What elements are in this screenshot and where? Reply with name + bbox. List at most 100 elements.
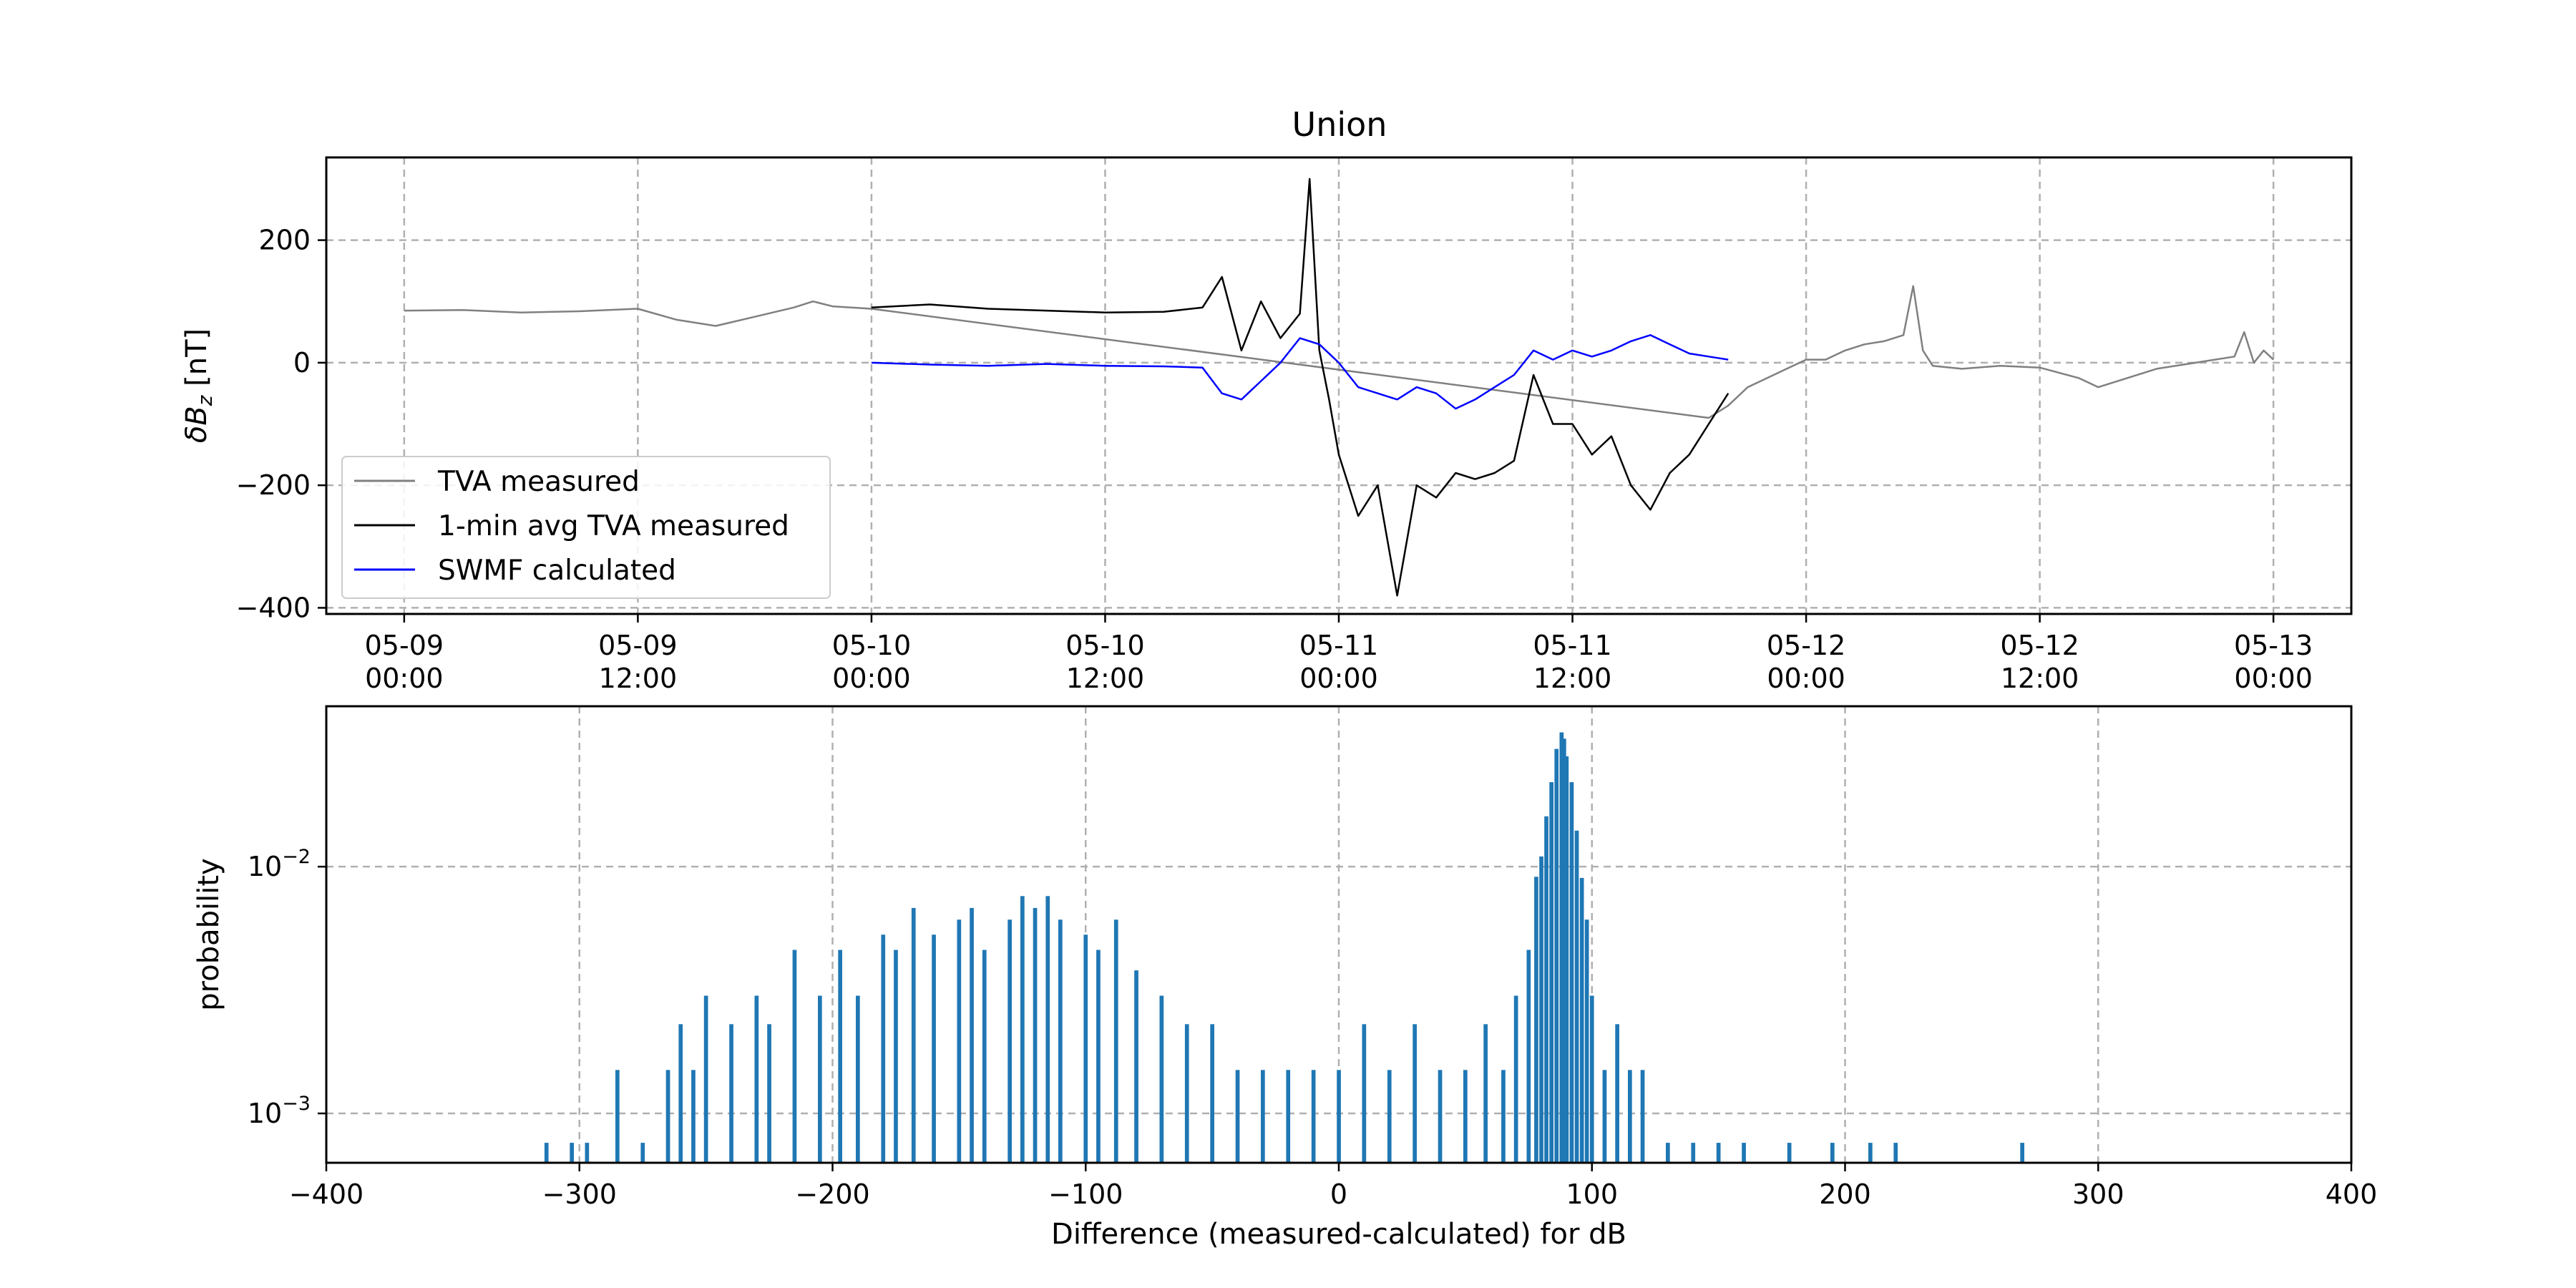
histogram-bar <box>1362 1024 1367 1163</box>
series-line-swmf-calculated <box>871 334 1729 410</box>
time-series-lines <box>404 177 2275 597</box>
y-tick-base: 10 <box>248 1098 282 1129</box>
x-tick-label: −300 <box>542 1179 617 1210</box>
histogram-bar <box>1589 995 1594 1163</box>
histogram-bar <box>1235 1070 1240 1163</box>
histogram-bar <box>838 950 842 1163</box>
x-tick-label-time: 00:00 <box>2234 663 2313 694</box>
histogram-x-ticks: −400 −300 −200 −100 0 100 200 300 400 <box>289 1163 2377 1210</box>
legend: TVA measured 1-min avg TVA measured SWMF… <box>341 456 831 599</box>
histogram-bar <box>729 1024 733 1163</box>
y-tick-exponent: −2 <box>282 846 311 868</box>
time-series-panel: Union 05-0900:0005-0912:0005-1000:0005-1… <box>180 105 2353 694</box>
histogram-bar <box>2020 1143 2024 1163</box>
histogram-bar <box>1564 756 1569 1163</box>
histogram-bar <box>970 907 974 1163</box>
histogram-bar <box>1742 1143 1746 1163</box>
histogram-bar <box>1868 1143 1873 1163</box>
series-line-1min-avg <box>871 177 1729 597</box>
histogram-bar <box>1513 995 1518 1163</box>
histogram-bar <box>1463 1070 1468 1163</box>
y-label-subscript: z <box>193 394 217 406</box>
x-tick-label: −200 <box>795 1179 869 1210</box>
histogram-bar <box>1337 1070 1341 1163</box>
y-tick-label: 0 <box>293 347 311 379</box>
x-tick-label-time: 12:00 <box>1066 663 1145 694</box>
histogram-bar <box>1311 1070 1316 1163</box>
x-tick-label: 300 <box>2072 1179 2124 1210</box>
histogram-y-axis-label: probability <box>192 858 225 1010</box>
histogram-bar <box>1562 738 1566 1163</box>
histogram-bar <box>1210 1024 1214 1163</box>
histogram-bar <box>754 995 759 1163</box>
histogram-bar <box>1526 950 1531 1163</box>
histogram-bar <box>615 1070 620 1163</box>
series-line-tva-measured <box>404 285 2275 419</box>
x-tick-label-date: 05-12 <box>2000 630 2079 661</box>
histogram-bar <box>957 919 962 1163</box>
histogram-bar <box>544 1143 549 1163</box>
histogram-bar <box>1615 1024 1619 1163</box>
legend-label-swmf-calculated: SWMF calculated <box>438 555 676 587</box>
histogram-bar <box>1008 919 1012 1163</box>
histogram-bar <box>856 995 860 1163</box>
histogram-bar <box>1113 919 1118 1163</box>
histogram-bar <box>792 950 797 1163</box>
chart-title: Union <box>1292 105 1387 144</box>
x-tick-label: 100 <box>1566 1179 1618 1210</box>
histogram-bar <box>1159 995 1164 1163</box>
x-tick-label-time: 00:00 <box>1299 663 1378 694</box>
x-tick-label-date: 05-09 <box>598 630 677 661</box>
histogram-bar <box>1286 1070 1291 1163</box>
legend-label-1min-avg: 1-min avg TVA measured <box>438 510 789 542</box>
histogram-bar <box>881 935 886 1163</box>
x-tick-label: −400 <box>289 1179 364 1210</box>
histogram-bar <box>570 1143 574 1163</box>
legend-label-tva-measured: TVA measured <box>437 466 640 498</box>
y-tick-label: 200 <box>258 225 311 256</box>
histogram-bar <box>1387 1070 1392 1163</box>
histogram-bar <box>703 995 708 1163</box>
x-tick-label: 0 <box>1330 1179 1347 1210</box>
x-tick-label-date: 05-11 <box>1299 630 1378 661</box>
histogram-bar <box>1584 919 1589 1163</box>
x-tick-label-time: 00:00 <box>832 663 911 694</box>
histogram-bar <box>818 995 822 1163</box>
legend-box <box>341 456 831 599</box>
x-tick-label-date: 05-10 <box>1065 630 1144 661</box>
x-tick-label-time: 12:00 <box>2001 663 2079 694</box>
histogram-bar <box>1501 1070 1506 1163</box>
time-series-y-ticks: 200 0 −200 −400 <box>236 225 326 623</box>
histogram-bar <box>1534 877 1538 1163</box>
histogram-bar <box>911 907 916 1163</box>
histogram-bar <box>1058 919 1063 1163</box>
x-tick-label-time: 00:00 <box>365 663 444 694</box>
x-tick-label-date: 05-10 <box>832 630 911 661</box>
histogram-bar <box>1893 1143 1898 1163</box>
histogram-bar <box>1544 816 1548 1163</box>
histogram-bar <box>1184 1024 1189 1163</box>
histogram-bar <box>678 1024 683 1163</box>
histogram-x-axis-label: Difference (measured-calculated) for dB <box>1051 1218 1626 1251</box>
histogram-bar <box>1666 1143 1670 1163</box>
histogram-bar <box>1628 1070 1632 1163</box>
histogram-bar <box>1787 1143 1792 1163</box>
y-tick-label: 10−2 <box>248 846 311 882</box>
histogram-bar <box>1134 970 1138 1163</box>
y-tick-label: −200 <box>236 469 311 501</box>
histogram-bar <box>982 950 987 1163</box>
histogram-bar <box>691 1070 696 1163</box>
histogram-bar <box>665 1070 670 1163</box>
histogram-bar <box>1045 896 1050 1163</box>
histogram-bar <box>1691 1143 1696 1163</box>
histogram-bar <box>1579 877 1584 1163</box>
x-tick-label: −100 <box>1048 1179 1123 1210</box>
x-tick-label-date: 05-11 <box>1533 630 1611 661</box>
x-tick-label-time: 00:00 <box>1767 663 1845 694</box>
histogram-bar <box>1574 830 1579 1163</box>
histogram-bar <box>1020 896 1025 1163</box>
x-tick-label-date: 05-12 <box>1767 630 1845 661</box>
histogram-bar <box>1559 732 1564 1163</box>
histogram-bar <box>1539 856 1543 1163</box>
